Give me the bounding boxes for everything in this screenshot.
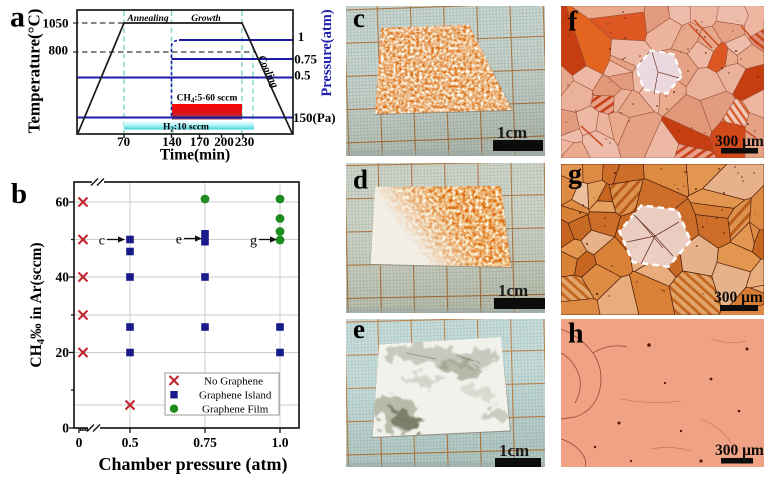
svg-text:1cm: 1cm bbox=[497, 123, 527, 142]
svg-text:1cm: 1cm bbox=[498, 281, 528, 300]
svg-text:h: h bbox=[568, 319, 584, 350]
svg-text:e: e bbox=[353, 319, 365, 344]
svg-text:20: 20 bbox=[56, 345, 70, 360]
svg-text:Graphene Film: Graphene Film bbox=[202, 404, 269, 416]
svg-text:H2:10 sccm: H2:10 sccm bbox=[163, 123, 209, 134]
svg-text:Pressure(atm): Pressure(atm) bbox=[319, 9, 335, 96]
svg-text:300 μm: 300 μm bbox=[715, 442, 764, 459]
svg-text:0: 0 bbox=[62, 421, 69, 436]
svg-text:300 μm: 300 μm bbox=[714, 289, 763, 306]
svg-text:800: 800 bbox=[49, 43, 69, 58]
svg-text:300 μm: 300 μm bbox=[715, 133, 764, 150]
svg-text:Chamber pressure (atm): Chamber pressure (atm) bbox=[99, 454, 288, 475]
svg-text:c: c bbox=[99, 234, 105, 249]
svg-text:a: a bbox=[10, 1, 25, 34]
svg-text:Graphene Island: Graphene Island bbox=[199, 390, 272, 402]
svg-text:1cm: 1cm bbox=[499, 441, 529, 460]
svg-text:70: 70 bbox=[117, 134, 130, 149]
svg-text:40: 40 bbox=[56, 270, 70, 285]
svg-text:150(Pa): 150(Pa) bbox=[293, 110, 336, 125]
svg-text:0: 0 bbox=[76, 435, 83, 450]
svg-text:0.75: 0.75 bbox=[294, 52, 317, 67]
svg-text:g: g bbox=[250, 234, 257, 249]
svg-text:1050: 1050 bbox=[43, 16, 69, 31]
svg-text:CH4‰ in Ar(sccm): CH4‰ in Ar(sccm) bbox=[28, 242, 47, 367]
svg-text:CH4:5-60 sccm: CH4:5-60 sccm bbox=[177, 94, 238, 105]
svg-text:0.5: 0.5 bbox=[294, 68, 311, 83]
svg-text:Temperature(°C): Temperature(°C) bbox=[25, 9, 44, 134]
svg-text:140: 140 bbox=[162, 134, 182, 149]
svg-text:170: 170 bbox=[190, 134, 210, 149]
svg-text:c: c bbox=[353, 6, 365, 33]
svg-text:0.75: 0.75 bbox=[193, 435, 217, 450]
svg-text:1: 1 bbox=[298, 29, 305, 44]
svg-text:d: d bbox=[353, 165, 368, 195]
svg-text:Annealing: Annealing bbox=[126, 14, 168, 24]
svg-text:b: b bbox=[11, 178, 27, 210]
svg-text:60: 60 bbox=[56, 195, 70, 210]
svg-text:Time(min): Time(min) bbox=[160, 147, 230, 164]
svg-text:200: 200 bbox=[214, 134, 234, 149]
svg-text:g: g bbox=[568, 164, 582, 190]
svg-text:No Graphene: No Graphene bbox=[204, 376, 263, 388]
svg-text:e: e bbox=[176, 233, 182, 248]
svg-text:230: 230 bbox=[235, 134, 255, 149]
svg-text:0.5: 0.5 bbox=[122, 435, 139, 450]
svg-text:Growth: Growth bbox=[191, 14, 221, 24]
svg-text:f: f bbox=[568, 7, 578, 38]
svg-text:1.0: 1.0 bbox=[272, 435, 289, 450]
